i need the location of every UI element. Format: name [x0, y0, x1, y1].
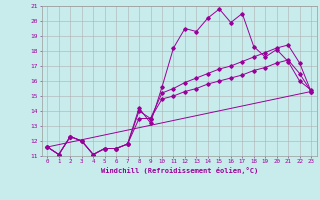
X-axis label: Windchill (Refroidissement éolien,°C): Windchill (Refroidissement éolien,°C)	[100, 167, 258, 174]
